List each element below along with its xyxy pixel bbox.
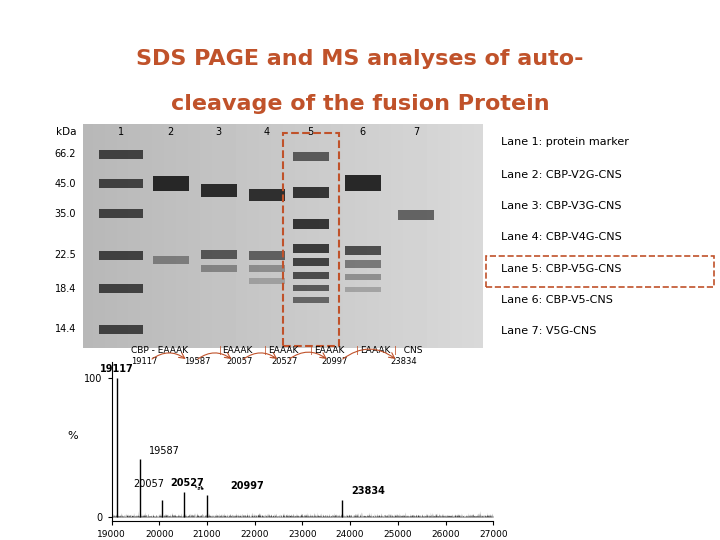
Text: CBP - EAAAK: CBP - EAAAK xyxy=(131,346,188,355)
Text: 2: 2 xyxy=(168,127,174,137)
Text: Lane 4: CBP-V4G-CNS: Lane 4: CBP-V4G-CNS xyxy=(501,232,622,242)
Text: 6: 6 xyxy=(359,127,366,137)
Text: Lane 5: CBP-V5G-CNS: Lane 5: CBP-V5G-CNS xyxy=(501,264,622,274)
Text: 20997: 20997 xyxy=(322,357,348,366)
Text: 66.2: 66.2 xyxy=(55,150,76,159)
Text: 20527: 20527 xyxy=(170,478,204,488)
Bar xyxy=(99,210,143,218)
Text: 23834: 23834 xyxy=(352,486,386,496)
Text: |: | xyxy=(264,346,267,355)
Bar xyxy=(292,259,328,266)
Bar xyxy=(201,249,237,259)
Text: SDS PAGE and MS analyses of auto-: SDS PAGE and MS analyses of auto- xyxy=(136,49,584,69)
Bar xyxy=(292,244,328,253)
Text: 3: 3 xyxy=(215,127,222,137)
Text: 20057: 20057 xyxy=(133,479,164,489)
Bar xyxy=(398,210,434,220)
Text: Lane 1: protein marker: Lane 1: protein marker xyxy=(501,137,629,147)
Text: 4: 4 xyxy=(264,127,270,137)
Text: 20057: 20057 xyxy=(226,357,253,366)
Text: EAAAK: EAAAK xyxy=(268,346,298,355)
Text: 18.4: 18.4 xyxy=(55,284,76,294)
Bar xyxy=(292,298,328,303)
Bar xyxy=(283,133,338,346)
Text: |: | xyxy=(356,346,359,355)
Text: EAAAK: EAAAK xyxy=(222,346,253,355)
Bar xyxy=(99,325,143,334)
Bar xyxy=(248,188,284,201)
Text: 45.0: 45.0 xyxy=(55,179,76,188)
Y-axis label: %: % xyxy=(68,431,78,442)
Text: Lane 2: CBP-V2G-CNS: Lane 2: CBP-V2G-CNS xyxy=(501,170,622,180)
Text: 20527: 20527 xyxy=(272,357,298,366)
Bar xyxy=(345,175,380,191)
Text: kDa: kDa xyxy=(55,127,76,137)
Bar xyxy=(201,265,237,272)
Text: 19587: 19587 xyxy=(149,446,180,456)
Text: |: | xyxy=(394,346,397,355)
Bar xyxy=(292,272,328,279)
Text: |: | xyxy=(310,346,313,355)
Text: Lane 6: CBP-V5-CNS: Lane 6: CBP-V5-CNS xyxy=(501,295,613,305)
Bar xyxy=(248,265,284,272)
Text: 19117: 19117 xyxy=(100,364,134,374)
Text: EAAAK: EAAAK xyxy=(314,346,344,355)
Bar xyxy=(292,285,328,292)
Bar xyxy=(99,150,143,159)
Bar xyxy=(99,285,143,293)
Text: |: | xyxy=(218,346,222,355)
Bar xyxy=(248,251,284,260)
Bar xyxy=(345,260,380,268)
Text: 1: 1 xyxy=(117,127,124,137)
Bar xyxy=(99,179,143,188)
Bar xyxy=(153,255,189,264)
Text: 7: 7 xyxy=(413,127,420,137)
Bar xyxy=(292,219,328,228)
Bar xyxy=(345,274,380,280)
Text: 35.0: 35.0 xyxy=(55,209,76,219)
Text: 14.4: 14.4 xyxy=(55,324,76,334)
Text: CNS: CNS xyxy=(398,346,423,355)
Bar xyxy=(345,246,380,255)
Bar xyxy=(201,184,237,197)
Text: 22.5: 22.5 xyxy=(55,251,76,260)
Text: 19117: 19117 xyxy=(131,357,157,366)
Bar xyxy=(292,187,328,198)
Bar xyxy=(99,251,143,260)
Text: 20997: 20997 xyxy=(230,481,264,491)
Text: 19587: 19587 xyxy=(184,357,211,366)
Bar xyxy=(153,176,189,191)
Text: EAAAK: EAAAK xyxy=(360,346,390,355)
Bar xyxy=(345,287,380,292)
Text: Lane 3: CBP-V3G-CNS: Lane 3: CBP-V3G-CNS xyxy=(501,201,622,211)
Text: cleavage of the fusion Protein: cleavage of the fusion Protein xyxy=(171,94,549,114)
Text: 5: 5 xyxy=(307,127,314,137)
Text: 23834: 23834 xyxy=(390,357,417,366)
Bar xyxy=(248,278,284,284)
Text: Lane 7: V5G-CNS: Lane 7: V5G-CNS xyxy=(501,327,597,336)
Bar xyxy=(292,152,328,161)
